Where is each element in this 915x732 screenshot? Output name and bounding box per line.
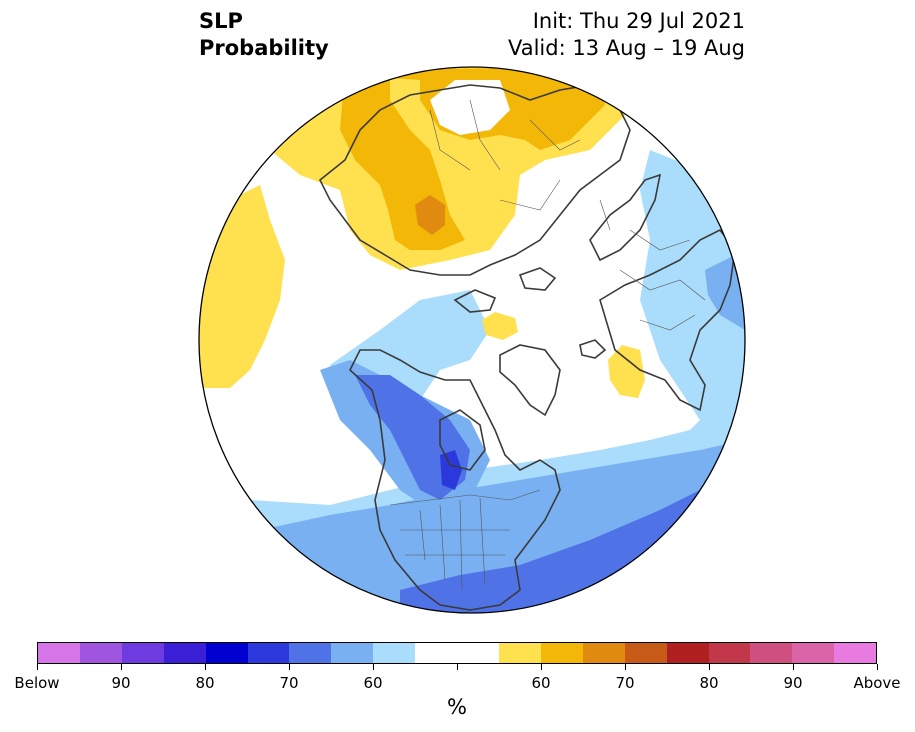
colorbar-swatch bbox=[163, 643, 206, 663]
colorbar-tick bbox=[288, 664, 290, 670]
below-70-region-east bbox=[705, 255, 745, 330]
map-title-left: SLP Probability bbox=[199, 8, 329, 62]
colorbar-tick bbox=[876, 664, 878, 670]
colorbar-tick-label: 70 bbox=[615, 674, 635, 692]
colorbar-tick-label: 90 bbox=[783, 674, 803, 692]
valid-range: Valid: 13 Aug – 19 Aug bbox=[507, 36, 745, 60]
colorbar-swatch bbox=[247, 643, 290, 663]
above-80-region bbox=[415, 195, 445, 235]
colorbar-swatch bbox=[624, 643, 667, 663]
colorbar-swatch bbox=[540, 643, 583, 663]
colorbar-swatch bbox=[373, 643, 416, 663]
north-america-coastline bbox=[349, 349, 561, 611]
field-name: Probability bbox=[199, 36, 329, 60]
us-state-borders bbox=[400, 497, 510, 591]
colorbar-tick-label: 90 bbox=[111, 674, 131, 692]
colorbar-swatch bbox=[121, 643, 164, 663]
asia-coastline bbox=[318, 84, 631, 276]
colorbar-swatch bbox=[289, 643, 332, 663]
colorbar-tick bbox=[456, 664, 458, 670]
colorbar-swatch bbox=[582, 643, 625, 663]
variable-name: SLP bbox=[199, 9, 243, 33]
colorbar-swatch bbox=[457, 643, 499, 663]
europe-borders bbox=[599, 199, 706, 331]
colorbar-swatch bbox=[792, 643, 835, 663]
above-60-region-atlantic bbox=[608, 345, 645, 398]
europe-coastline bbox=[599, 228, 736, 412]
probability-map bbox=[198, 66, 746, 614]
above-70-region bbox=[340, 67, 605, 250]
colorbar-tick-label: Above bbox=[853, 674, 901, 692]
colorbar-swatch bbox=[79, 643, 122, 663]
colorbar-tick bbox=[540, 664, 542, 670]
above-60-region-arctic bbox=[482, 312, 518, 340]
colorbar-tick bbox=[624, 664, 626, 670]
colorbar-swatch bbox=[498, 643, 541, 663]
iceland-coastline bbox=[579, 339, 607, 359]
colorbar-unit-label: % bbox=[447, 695, 467, 719]
colorbar-tick bbox=[792, 664, 794, 670]
colorbar-swatch bbox=[205, 643, 248, 663]
map-title-right: Init: Thu 29 Jul 2021 Valid: 13 Aug – 19… bbox=[508, 8, 745, 62]
colorbar-swatch bbox=[750, 643, 793, 663]
us-canada-border bbox=[389, 489, 541, 506]
colorbar-swatch bbox=[834, 643, 877, 663]
below-90-region bbox=[440, 450, 462, 490]
greenland-coastline bbox=[499, 344, 561, 417]
colorbar-swatch bbox=[708, 643, 751, 663]
colorbar-tick bbox=[204, 664, 206, 670]
colorbar-tick-label: 60 bbox=[531, 674, 551, 692]
colorbar-swatch bbox=[666, 643, 709, 663]
coastlines bbox=[318, 84, 736, 611]
colorbar-tick bbox=[120, 664, 122, 670]
colorbar-tick bbox=[372, 664, 374, 670]
above-60-region-west bbox=[199, 185, 285, 388]
probability-fields bbox=[199, 67, 745, 613]
scandinavia-coastline bbox=[589, 173, 662, 262]
colorbar-swatch bbox=[38, 643, 80, 663]
arctic-islands-coastline bbox=[453, 267, 557, 313]
colorbar-tick-label: 80 bbox=[195, 674, 215, 692]
hudson-bay-coastline bbox=[439, 409, 486, 471]
colorbar-swatch bbox=[331, 643, 374, 663]
map-boundary-circle bbox=[198, 66, 746, 614]
probability-colorbar bbox=[37, 642, 877, 664]
colorbar-tick-label: 80 bbox=[699, 674, 719, 692]
colorbar-tick bbox=[36, 664, 38, 670]
colorbar-tick-label: Below bbox=[14, 674, 60, 692]
init-date: Init: Thu 29 Jul 2021 bbox=[532, 9, 745, 33]
colorbar-tick-label: 70 bbox=[279, 674, 299, 692]
colorbar-tick-label: 60 bbox=[363, 674, 383, 692]
above-white-gap bbox=[430, 80, 510, 135]
asia-borders bbox=[429, 99, 581, 211]
colorbar-tick bbox=[708, 664, 710, 670]
borders bbox=[389, 99, 706, 591]
colorbar-swatch bbox=[415, 643, 458, 663]
